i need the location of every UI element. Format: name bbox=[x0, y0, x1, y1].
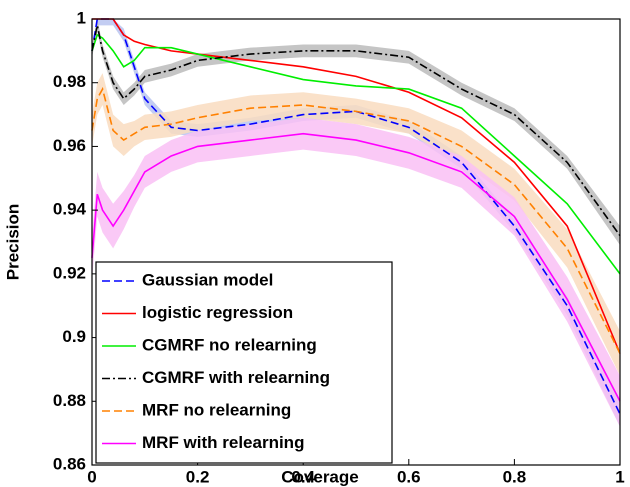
y-tick-label: 0.92 bbox=[53, 263, 86, 282]
y-tick-label: 0.94 bbox=[53, 200, 87, 219]
series-line bbox=[91, 18, 621, 415]
x-tick-label: 0 bbox=[87, 467, 96, 486]
plot-frame bbox=[91, 18, 621, 466]
y-tick-label: 1 bbox=[77, 8, 86, 27]
series-line bbox=[91, 33, 621, 275]
legend-label: logistic regression bbox=[142, 303, 293, 322]
x-tick-label: 1 bbox=[615, 467, 624, 486]
x-tick-label: 0.2 bbox=[186, 467, 210, 486]
y-tick-label: 0.86 bbox=[53, 454, 86, 473]
y-axis-label: Precision bbox=[3, 204, 22, 281]
legend-label: CGMRF no relearning bbox=[142, 335, 317, 354]
series-line bbox=[91, 132, 621, 402]
legend-label: Gaussian model bbox=[142, 270, 273, 289]
y-tick-label: 0.88 bbox=[53, 391, 86, 410]
series-line bbox=[91, 25, 621, 237]
legend-label: MRF with relearning bbox=[142, 433, 304, 452]
series-line bbox=[91, 86, 621, 354]
x-tick-label: 0.4 bbox=[291, 467, 315, 486]
legend-box bbox=[95, 261, 393, 464]
x-tick-label: 0.6 bbox=[397, 467, 421, 486]
legend: Gaussian model logistic regression CGMRF n… bbox=[95, 261, 393, 464]
x-tick-label: 0.8 bbox=[503, 467, 527, 486]
legend-label: MRF no relearning bbox=[142, 400, 291, 419]
y-tick-label: 0.98 bbox=[53, 72, 86, 91]
x-axis-label: Coverage bbox=[281, 467, 358, 486]
y-tick-label: 0.9 bbox=[62, 327, 86, 346]
legend-label: CGMRF with relearning bbox=[142, 368, 330, 387]
y-tick-label: 0.96 bbox=[53, 136, 86, 155]
